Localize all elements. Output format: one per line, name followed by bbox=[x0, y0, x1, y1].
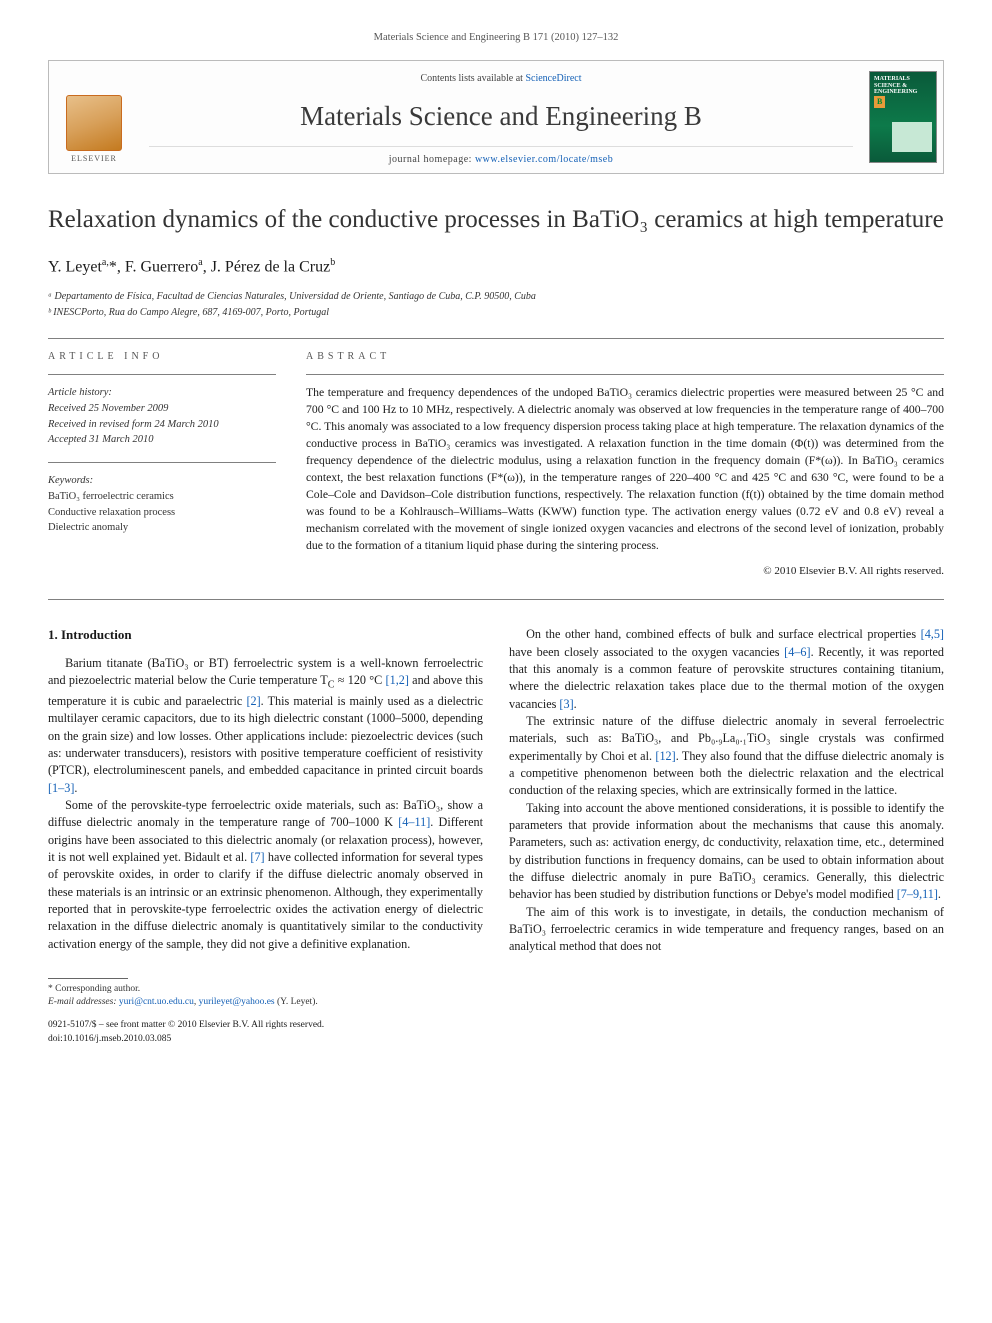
issn-line: 0921-5107/$ – see front matter © 2010 El… bbox=[48, 1018, 944, 1032]
divider-info bbox=[48, 374, 276, 375]
affiliation-a: ᵃ Departamento de Física, Facultad de Ci… bbox=[48, 289, 944, 304]
journal-cover-thumb: MATERIALS SCIENCE & ENGINEERING B bbox=[869, 71, 937, 163]
homepage-link[interactable]: www.elsevier.com/locate/mseb bbox=[475, 154, 613, 165]
p1e: . bbox=[74, 781, 77, 795]
article-info-column: article info Article history: Received 2… bbox=[48, 349, 276, 579]
divider-top bbox=[48, 338, 944, 339]
banner-left: ELSEVIER bbox=[49, 61, 139, 174]
ref-4-11[interactable]: [4–11] bbox=[398, 815, 430, 829]
ref-4-6[interactable]: [4–6] bbox=[784, 645, 810, 659]
doi-block: 0921-5107/$ – see front matter © 2010 El… bbox=[48, 1018, 944, 1047]
keywords-label: Keywords: bbox=[48, 473, 276, 489]
p5a: Taking into account the above mentioned … bbox=[509, 801, 944, 902]
keyword-3: Dielectric anomaly bbox=[48, 522, 128, 533]
p1b: ≈ 120 °C bbox=[335, 673, 386, 687]
article-history: Article history: Received 25 November 20… bbox=[48, 385, 276, 448]
running-header: Materials Science and Engineering B 171 … bbox=[48, 30, 944, 46]
keywords-block: Keywords: BaTiO₃ ferroelectric ceramics … bbox=[48, 473, 276, 536]
doi-line: doi:10.1016/j.mseb.2010.03.085 bbox=[48, 1032, 944, 1046]
homepage-prefix: journal homepage: bbox=[389, 154, 475, 165]
keyword-1: BaTiO₃ ferroelectric ceramics bbox=[48, 491, 174, 502]
homepage-line: journal homepage: www.elsevier.com/locat… bbox=[149, 146, 853, 167]
elsevier-wordmark: ELSEVIER bbox=[71, 153, 117, 165]
banner-mid: Contents lists available at ScienceDirec… bbox=[139, 61, 863, 174]
sciencedirect-link[interactable]: ScienceDirect bbox=[525, 73, 581, 84]
banner-right: MATERIALS SCIENCE & ENGINEERING B bbox=[863, 61, 943, 174]
article-info-label: article info bbox=[48, 349, 276, 364]
ref-7[interactable]: [7] bbox=[250, 850, 264, 864]
journal-banner: ELSEVIER Contents lists available at Sci… bbox=[48, 60, 944, 175]
history-label: Article history: bbox=[48, 387, 112, 398]
body-two-column: 1. Introduction Barium titanate (BaTiO₃ … bbox=[48, 626, 944, 955]
footnote-rule bbox=[48, 978, 128, 979]
corresponding-author: * Corresponding author. bbox=[48, 983, 944, 997]
email-line: E-mail addresses: yuri@cnt.uo.edu.cu, yu… bbox=[48, 996, 944, 1010]
divider-kw bbox=[48, 462, 276, 463]
affiliation-b: ᵇ INESCPorto, Rua do Campo Alegre, 687, … bbox=[48, 305, 944, 320]
cover-strip bbox=[892, 122, 932, 152]
abstract-text: The temperature and frequency dependence… bbox=[306, 385, 944, 555]
footnote-block: * Corresponding author. E-mail addresses… bbox=[48, 978, 944, 1011]
history-received: Received 25 November 2009 bbox=[48, 403, 168, 414]
intro-para-1: Barium titanate (BaTiO₃ or BT) ferroelec… bbox=[48, 655, 483, 797]
divider-abs bbox=[306, 374, 944, 375]
intro-para-5: Taking into account the above mentioned … bbox=[509, 800, 944, 904]
ref-4-5[interactable]: [4,5] bbox=[921, 627, 944, 641]
email-1[interactable]: yuri@cnt.uo.edu.cu bbox=[119, 997, 194, 1007]
intro-para-4: The extrinsic nature of the diffuse diel… bbox=[509, 713, 944, 800]
cover-title: MATERIALS SCIENCE & ENGINEERING bbox=[874, 76, 932, 96]
history-revised: Received in revised form 24 March 2010 bbox=[48, 419, 219, 430]
p2c: have collected information for several t… bbox=[48, 850, 483, 951]
emails-tail: (Y. Leyet). bbox=[275, 997, 318, 1007]
section-1-heading: 1. Introduction bbox=[48, 626, 483, 644]
ref-1-2[interactable]: [1,2] bbox=[386, 673, 409, 687]
elsevier-logo: ELSEVIER bbox=[59, 85, 129, 165]
info-abstract-row: article info Article history: Received 2… bbox=[48, 349, 944, 579]
p3b: have been closely associated to the oxyg… bbox=[509, 645, 784, 659]
p6: The aim of this work is to investigate, … bbox=[509, 905, 944, 954]
abstract-column: abstract The temperature and frequency d… bbox=[306, 349, 944, 579]
affiliations: ᵃ Departamento de Física, Facultad de Ci… bbox=[48, 289, 944, 320]
p5b: . bbox=[938, 887, 941, 901]
email-2[interactable]: yurileyet@yahoo.es bbox=[199, 997, 275, 1007]
authors-line: Y. Leyeta,*, F. Guerreroa, J. Pérez de l… bbox=[48, 255, 944, 279]
journal-name: Materials Science and Engineering B bbox=[139, 96, 863, 137]
abstract-copyright: © 2010 Elsevier B.V. All rights reserved… bbox=[306, 563, 944, 580]
cover-letter-b: B bbox=[874, 96, 885, 108]
ref-3[interactable]: [3] bbox=[559, 697, 573, 711]
abstract-label: abstract bbox=[306, 349, 944, 364]
keyword-2: Conductive relaxation process bbox=[48, 507, 175, 518]
p3d: . bbox=[574, 697, 577, 711]
ref-7-9-11[interactable]: [7–9,11] bbox=[897, 887, 938, 901]
ref-12[interactable]: [12] bbox=[655, 749, 675, 763]
intro-para-2: Some of the perovskite-type ferroelectri… bbox=[48, 797, 483, 953]
intro-para-3: On the other hand, combined effects of b… bbox=[509, 626, 944, 713]
ref-2[interactable]: [2] bbox=[246, 694, 260, 708]
p3a: On the other hand, combined effects of b… bbox=[526, 627, 921, 641]
history-accepted: Accepted 31 March 2010 bbox=[48, 434, 153, 445]
contents-prefix: Contents lists available at bbox=[420, 73, 525, 84]
contents-line: Contents lists available at ScienceDirec… bbox=[139, 71, 863, 86]
elsevier-tree-icon bbox=[66, 95, 122, 151]
intro-para-6: The aim of this work is to investigate, … bbox=[509, 904, 944, 956]
emails-label: E-mail addresses: bbox=[48, 997, 117, 1007]
article-title: Relaxation dynamics of the conductive pr… bbox=[48, 204, 944, 237]
divider-bottom bbox=[48, 599, 944, 600]
ref-1-3[interactable]: [1–3] bbox=[48, 781, 74, 795]
